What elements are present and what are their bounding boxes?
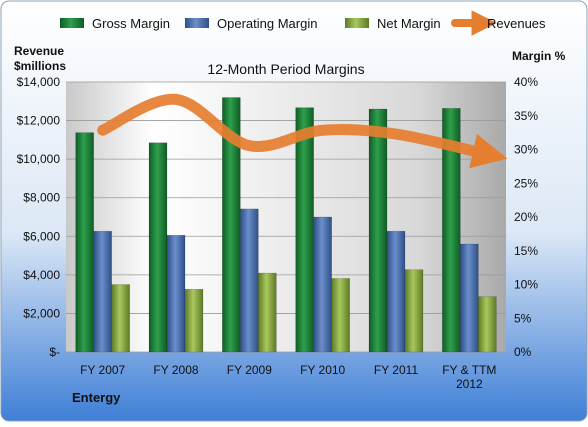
left-tick-label: $12,000: [17, 114, 61, 128]
bars: [75, 97, 497, 353]
right-tick-label: 35%: [514, 109, 538, 123]
category-label: FY & TTM 2012: [442, 363, 496, 391]
operating-margin-bar: [460, 243, 479, 353]
right-tick-label: 15%: [514, 244, 538, 258]
operating-margin-bar: [313, 216, 332, 353]
left-tick-label: $4,000: [23, 268, 60, 282]
right-axis-label: Margin %: [512, 49, 566, 63]
gross-margin-bar: [75, 132, 94, 353]
category-label: FY 2011: [374, 363, 419, 377]
legend-label: Net Margin: [377, 16, 441, 31]
gross-margin-bar: [148, 142, 168, 353]
left-tick-label: $-: [49, 345, 60, 359]
net-margin-bar: [111, 284, 130, 353]
net-margin-bar: [258, 272, 277, 353]
net-margin-bar: [478, 296, 497, 353]
operating-margin-bar: [93, 230, 112, 353]
plot-area: [66, 82, 506, 352]
left-tick-label: $8,000: [23, 191, 60, 205]
right-tick-label: 30%: [514, 143, 538, 157]
company-label: Entergy: [72, 390, 121, 405]
operating-margin-bar: [386, 230, 406, 353]
right-tick-label: 10%: [514, 278, 538, 292]
category-label: FY 2010: [300, 363, 345, 377]
operating-margin-bar: [166, 234, 186, 353]
gross-margin-bar: [368, 108, 388, 353]
left-tick-label: $6,000: [23, 229, 60, 243]
legend-swatch: [185, 18, 209, 28]
legend: Gross Margin Operating Margin Net Margin Re…: [60, 10, 546, 36]
right-tick-label: 5%: [514, 311, 532, 325]
gridlines: [66, 81, 506, 353]
gross-margin-bar: [295, 107, 314, 353]
left-tick-label: $10,000: [17, 152, 61, 166]
left-tick-label: $2,000: [23, 306, 60, 320]
axes: $- $2,000 $4,000 $6,000 $8,000 $10,000 $12,000…: [17, 75, 539, 391]
revenues-line: [97, 93, 508, 169]
revenue-line: [97, 93, 508, 169]
chart-title: 12-Month Period Margins: [207, 61, 364, 77]
legend-label: Gross Margin: [92, 16, 170, 31]
category-label: FY 2008: [153, 363, 198, 377]
category-label: FY 2009: [227, 363, 272, 377]
category-label: FY 2007: [80, 363, 125, 377]
right-tick-label: 25%: [514, 176, 538, 190]
left-tick-label: $14,000: [17, 75, 61, 89]
right-tick-label: 40%: [514, 75, 538, 89]
net-margin-bar: [184, 288, 204, 353]
legend-swatch: [60, 18, 84, 28]
net-margin-bar: [404, 269, 424, 353]
left-axis-label-line1: Revenue: [14, 44, 64, 58]
right-tick-label: 0%: [514, 345, 532, 359]
labels: 12-Month Period Margins Revenue$millions M…: [14, 44, 566, 405]
operating-margin-bar: [240, 208, 259, 353]
right-tick-label: 20%: [514, 210, 538, 224]
legend-label: Revenues: [487, 16, 546, 31]
net-margin-bar: [331, 278, 350, 353]
left-axis-label-line2: $millions: [14, 59, 66, 73]
legend-label: Operating Margin: [217, 16, 317, 31]
legend-swatch: [345, 18, 369, 28]
gross-margin-bar: [442, 108, 461, 353]
